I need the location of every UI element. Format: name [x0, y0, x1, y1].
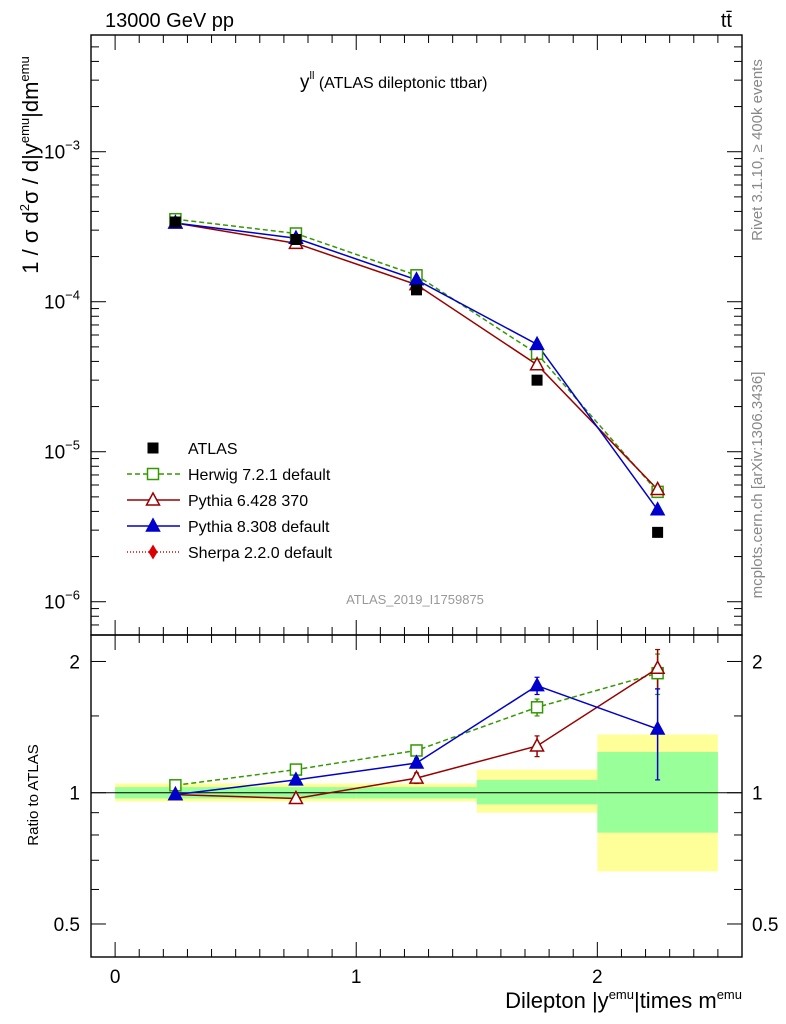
ratio-point-1 — [408, 769, 425, 784]
legend-label: ATLAS — [188, 441, 238, 458]
main-point-1 — [529, 356, 545, 371]
legend-marker — [145, 491, 161, 506]
x-axis-label: Dilepton |yemu|times memu — [505, 987, 742, 1013]
y-tick-label: 10−4 — [44, 288, 80, 314]
y-axis-label: 1 / σ d2σ / d|yemu|dmemu — [17, 56, 43, 273]
header-right: tt̄ — [721, 10, 733, 32]
ratio-y-axis-label: Ratio to ATLAS — [25, 744, 42, 845]
mcplots-label: mcplots.cern.ch [arXiv:1306.3436] — [749, 372, 766, 599]
y-tick-label: 10−3 — [44, 138, 80, 164]
ratio-point-2 — [529, 677, 545, 692]
data-point — [411, 284, 422, 296]
ratio-point-2 — [288, 771, 304, 786]
legend: ATLAS Herwig 7.2.1 default Pythia 6.428 37… — [127, 441, 333, 562]
legend-marker — [148, 544, 158, 560]
ratio-point-1 — [529, 737, 545, 752]
ratio-point-2 — [649, 720, 666, 735]
legend-label: Pythia 6.428 370 — [188, 493, 308, 510]
main-point-2 — [529, 335, 545, 351]
legend-label: Sherpa 2.2.0 default — [188, 545, 333, 562]
x-tick-label: 0 — [110, 967, 121, 988]
plot-title: yll (ATLAS dileptonic ttbar) — [300, 70, 488, 93]
main-line-0 — [175, 218, 659, 493]
header-left: 13000 GeV pp — [105, 10, 234, 32]
ratio-tick-label: 2 — [69, 652, 80, 673]
data-point — [652, 526, 664, 538]
ratio-tick-label: 1 — [69, 784, 80, 805]
y-tick-label: 10−5 — [44, 438, 80, 464]
ratio-band-inner — [476, 779, 598, 805]
legend-marker — [145, 517, 161, 532]
watermark: ATLAS_2019_I1759875 — [346, 592, 484, 607]
legend-label: Pythia 8.308 default — [188, 519, 330, 536]
main-axes: 10−6 10−5 10−4 10−3 — [44, 34, 743, 650]
x-tick-label: 1 — [351, 967, 362, 988]
ratio-axes: 0 1 2 0.5 0.5 1 1 2 2 — [54, 634, 778, 988]
ratio-point-0 — [530, 701, 544, 714]
data-point — [290, 233, 302, 245]
rivet-label: Rivet 3.1.10, ≥ 400k events — [749, 59, 766, 241]
main-point-2 — [649, 501, 666, 516]
main-series-markers — [167, 212, 666, 538]
legend-marker — [146, 467, 160, 481]
data-point — [169, 216, 181, 228]
ratio-tick-label-right: 1 — [752, 784, 763, 805]
legend-marker — [147, 442, 159, 454]
ratio-tick-label-right: 0.5 — [752, 915, 778, 936]
ratio-point-1 — [649, 659, 666, 674]
chart-labels: 13000 GeV pp tt̄ yll (ATLAS dileptonic t… — [17, 10, 766, 1013]
y-tick-label: 10−6 — [44, 588, 80, 614]
ratio-tick-label-right: 2 — [752, 652, 763, 673]
legend-label: Herwig 7.2.1 default — [188, 467, 331, 484]
ratio-point-2 — [408, 754, 425, 769]
ratio-frame — [90, 634, 743, 958]
ratio-point-2 — [167, 786, 184, 801]
ratio-series-markers — [167, 659, 666, 805]
data-point — [531, 374, 543, 386]
main-line-1 — [175, 222, 659, 491]
ratio-tick-label: 0.5 — [54, 915, 80, 936]
main-point-1 — [649, 480, 666, 496]
ratio-point-0 — [410, 744, 423, 757]
ratio-point-1 — [288, 789, 304, 805]
x-tick-label: 2 — [592, 967, 603, 988]
